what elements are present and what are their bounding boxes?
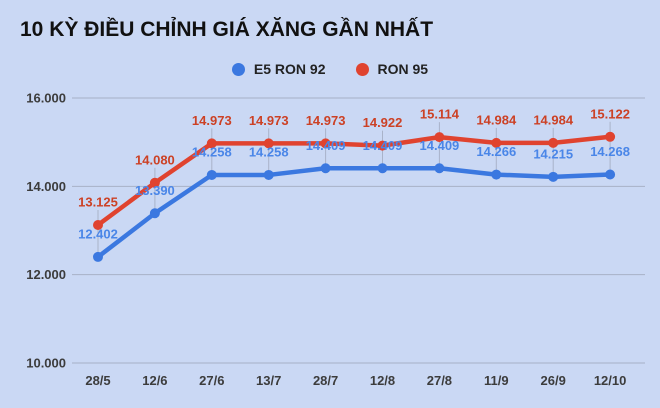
data-label: 14.215 xyxy=(533,146,573,161)
data-label: 14.409 xyxy=(420,138,460,153)
data-label: 13.125 xyxy=(78,194,118,209)
x-axis-label: 28/7 xyxy=(313,373,338,388)
x-axis-label: 12/6 xyxy=(142,373,167,388)
data-point xyxy=(605,131,616,142)
x-axis-label: 27/8 xyxy=(427,373,452,388)
data-label: 14.409 xyxy=(363,138,403,153)
data-label: 14.922 xyxy=(363,115,403,130)
legend-label-ron-95: RON 95 xyxy=(377,61,429,77)
data-point xyxy=(206,138,217,149)
data-point xyxy=(491,169,502,180)
data-label: 14.973 xyxy=(306,113,346,128)
data-label: 14.973 xyxy=(249,113,289,128)
x-axis-label: 28/5 xyxy=(85,373,110,388)
y-axis-label: 10.000 xyxy=(26,356,66,371)
data-point xyxy=(605,169,616,180)
data-point xyxy=(149,208,160,219)
data-point xyxy=(491,137,502,148)
x-axis-label: 13/7 xyxy=(256,373,281,388)
x-axis-label: 27/6 xyxy=(199,373,224,388)
legend-dot-red-icon xyxy=(355,62,369,76)
x-axis-label: 12/8 xyxy=(370,373,395,388)
data-label: 14.268 xyxy=(590,144,630,159)
data-point xyxy=(149,177,160,188)
series-line-e5-ron-92 xyxy=(95,166,613,260)
data-label: 14.258 xyxy=(192,144,232,159)
data-label: 15.122 xyxy=(590,106,630,121)
legend-item-ron-95: RON 95 xyxy=(355,61,429,77)
chart-title: 10 KỲ ĐIỀU CHỈNH GIÁ XĂNG GẦN NHẤT xyxy=(20,18,434,41)
data-point xyxy=(548,137,559,148)
data-point xyxy=(206,169,217,180)
series-line-ron-95 xyxy=(95,134,613,228)
data-point xyxy=(320,138,331,149)
data-point xyxy=(434,132,445,143)
chart-legend: E5 RON 92 RON 95 xyxy=(0,61,660,77)
data-point xyxy=(263,138,274,149)
data-point xyxy=(377,163,388,174)
data-label: 12.402 xyxy=(78,226,118,241)
y-axis-label: 16.000 xyxy=(26,91,66,106)
data-point xyxy=(434,163,445,174)
data-point xyxy=(93,251,103,262)
data-label: 14.973 xyxy=(192,113,232,128)
data-label: 14.984 xyxy=(533,112,574,127)
data-label: 15.114 xyxy=(420,107,460,122)
y-axis-label: 14.000 xyxy=(26,179,66,194)
x-axis-label: 11/9 xyxy=(484,373,509,388)
data-point xyxy=(93,219,103,230)
y-axis-label: 12.000 xyxy=(26,267,66,282)
legend-dot-blue-icon xyxy=(231,62,245,76)
x-axis-label: 26/9 xyxy=(541,373,566,388)
data-label: 14.984 xyxy=(476,112,517,127)
legend-label-e5-ron-92: E5 RON 92 xyxy=(253,61,326,77)
data-point xyxy=(377,140,388,151)
data-point xyxy=(548,171,559,182)
data-label: 14.266 xyxy=(476,144,516,159)
x-axis-label: 12/10 xyxy=(594,373,627,388)
data-label: 14.258 xyxy=(249,144,289,159)
data-point xyxy=(320,163,331,174)
data-label: 14.080 xyxy=(135,152,175,167)
data-label: 13.390 xyxy=(135,183,175,198)
data-point xyxy=(263,169,274,180)
legend-item-e5-ron-92: E5 RON 92 xyxy=(231,61,326,77)
data-label: 14.409 xyxy=(306,138,346,153)
